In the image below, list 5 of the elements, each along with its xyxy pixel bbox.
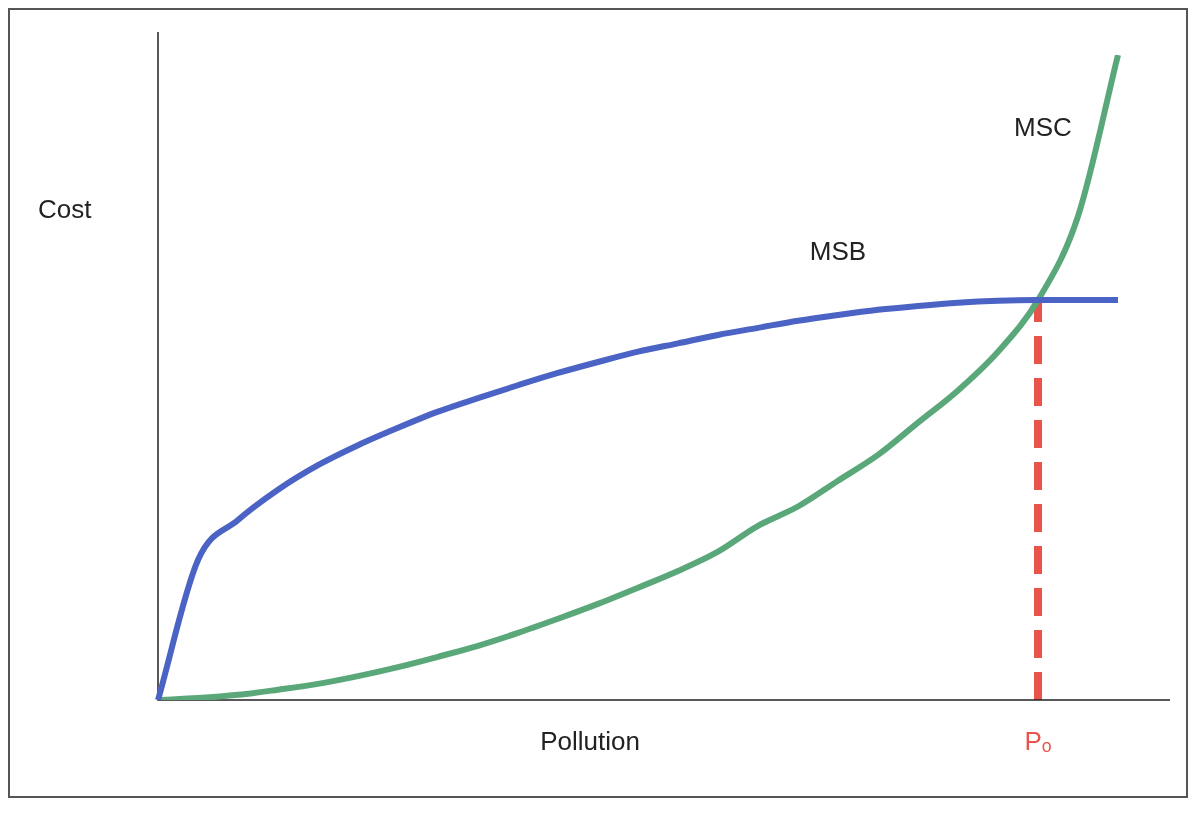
text: Pₒ [1024,726,1052,756]
x-axis-title: Pollution [540,726,640,756]
series-label: MSB [809,235,867,266]
y-axis-title: Cost [38,194,93,224]
series-label: MSC [1014,112,1072,143]
